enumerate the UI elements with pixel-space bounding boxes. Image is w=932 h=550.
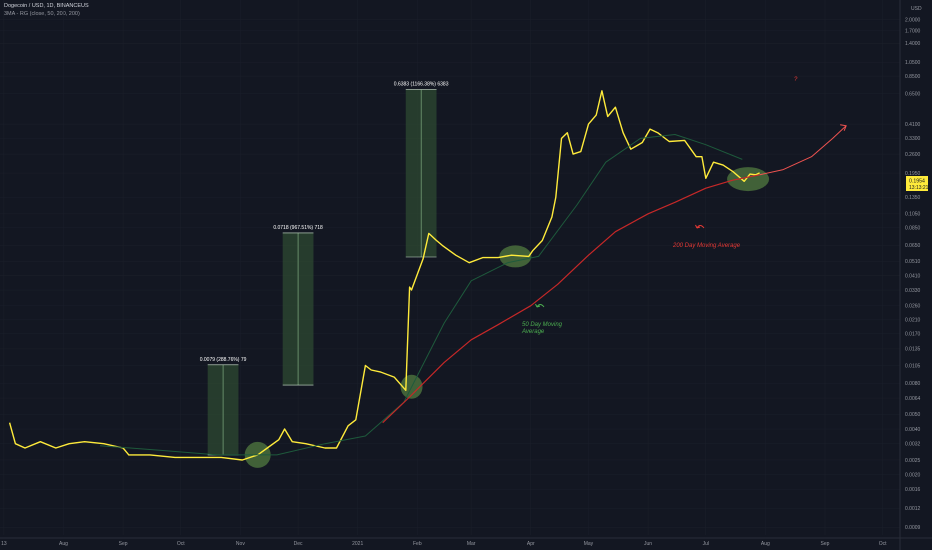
chart-grid: [0, 0, 900, 535]
y-tick-label: 0.0020: [905, 472, 921, 478]
y-tick-label: 0.0050: [905, 412, 921, 418]
symbol-title[interactable]: Dogecoin / USD, 1D, BINANCEUS: [4, 3, 89, 9]
return-arrow-icon-50: [535, 303, 545, 308]
label-200ma: 200 Day Moving Average: [672, 243, 741, 249]
x-tick-label: Sep: [821, 541, 830, 547]
y-tick-label: 0.0025: [905, 458, 921, 464]
countdown-value: 13:13:21: [909, 185, 929, 191]
measure-boxes: 0.0079 (288.76%) 79 0.0718 (967.51%) 718 0…: [200, 82, 449, 456]
y-tick-label: 0.1350: [905, 195, 921, 201]
y-tick-label: 1.4000: [905, 41, 921, 47]
current-price-value: 0.1954: [909, 179, 925, 185]
x-tick-label: 13: [1, 541, 7, 547]
current-price-tag: 0.1954 13:13:21: [906, 176, 929, 191]
y-tick-label: 0.0105: [905, 363, 921, 369]
y-tick-label: 0.0040: [905, 427, 921, 433]
series-line-projection: [759, 125, 847, 176]
y-tick-label: 0.3300: [905, 136, 921, 142]
y-tick-label: 0.8500: [905, 74, 921, 80]
measure-label: 0.0079 (288.76%) 79: [200, 357, 247, 363]
x-tick-label: Aug: [59, 541, 68, 547]
y-tick-label: 0.1950: [905, 171, 921, 177]
y-tick-label: 0.2600: [905, 152, 921, 158]
x-tick-label: Oct: [177, 541, 185, 547]
y-tick-label: 0.0170: [905, 332, 921, 338]
measure-label: 0.0718 (967.51%) 718: [273, 225, 323, 231]
label-50ma-line1: 50 Day Moving: [522, 322, 563, 328]
y-tick-label: 0.0016: [905, 487, 921, 493]
y-tick-label: 0.0080: [905, 381, 921, 387]
x-tick-label: Apr: [527, 541, 535, 547]
y-tick-label: 0.0850: [905, 226, 921, 232]
x-tick-label: Feb: [413, 541, 422, 547]
y-tick-label: 0.0260: [905, 304, 921, 310]
measure-label: 0.6383 (1166.38%) 6383: [394, 82, 449, 88]
x-tick-label: Jun: [644, 541, 652, 547]
x-tick-label: Dec: [294, 541, 303, 547]
highlight-circles: [244, 167, 770, 468]
y-tick-label: 0.0410: [905, 274, 921, 280]
indicator-legend[interactable]: 3MA - RG (close, 50, 200, 200): [4, 11, 80, 17]
y-tick-label: 1.0500: [905, 60, 921, 66]
series-line-dogecoin-usd: [8, 90, 760, 461]
y-tick-label: 0.0510: [905, 259, 921, 265]
x-tick-label: Mar: [467, 541, 476, 547]
y-tick-label: 0.0032: [905, 442, 921, 448]
highlight-circle: [727, 167, 770, 192]
chart-notes: 50 Day Moving Average 200 Day Moving Ave…: [521, 77, 798, 335]
y-tick-label: 0.1050: [905, 212, 921, 218]
x-tick-label: Oct: [879, 541, 887, 547]
x-tick-label: Nov: [236, 541, 245, 547]
x-tick-label: Sep: [119, 541, 128, 547]
x-tick-label: Aug: [761, 541, 770, 547]
y-tick-label: 1.7000: [905, 28, 921, 34]
y-tick-label: 0.0330: [905, 288, 921, 294]
label-50ma-line2: Average: [521, 329, 545, 335]
y-tick-label: 2.0000: [905, 18, 921, 24]
x-tick-label: 2021: [352, 541, 363, 547]
y-tick-label: 0.6500: [905, 92, 921, 98]
y-tick-label: 0.0650: [905, 243, 921, 249]
y-tick-label: 0.0064: [905, 396, 921, 402]
return-arrow-icon-200: [695, 224, 705, 229]
x-tick-label: Jul: [703, 541, 709, 547]
time-scale[interactable]: 13 Aug Sep Oct Nov Dec 2021 Feb Mar Apr May Jun Jul A…: [0, 537, 932, 547]
projection-arrowhead: [840, 124, 847, 131]
y-tick-label: 0.4100: [905, 122, 921, 128]
series-line-ma-200: [382, 174, 760, 424]
series-lines: [8, 90, 847, 461]
y-tick-label: 0.0012: [905, 506, 921, 512]
y-tick-label: 0.0135: [905, 347, 921, 353]
y-tick-label: 0.0009: [905, 525, 921, 531]
highlight-circle: [499, 245, 532, 268]
price-scale[interactable]: 2.0000 1.7000 1.4000 1.0500 0.8500 0.6500 0.41…: [899, 0, 921, 550]
currency-label: USD: [911, 6, 922, 12]
x-tick-label: May: [584, 541, 594, 547]
y-tick-label: 0.0210: [905, 318, 921, 324]
question-mark: ?: [794, 77, 798, 83]
series-line-ma-50: [99, 134, 743, 456]
